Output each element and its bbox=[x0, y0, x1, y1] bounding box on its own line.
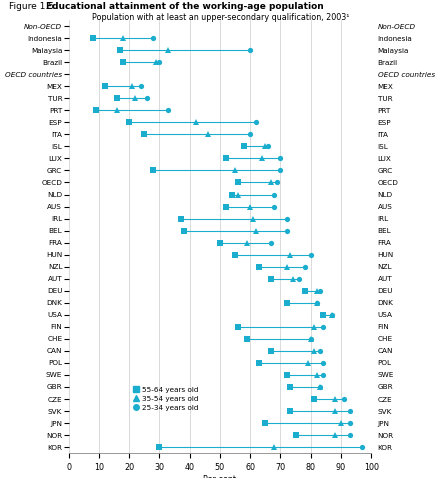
X-axis label: Per cent: Per cent bbox=[203, 475, 236, 478]
Text: Figure 1.5.: Figure 1.5. bbox=[9, 2, 60, 11]
Text: Population with at least an upper-secondary qualification, 2003¹: Population with at least an upper-second… bbox=[92, 13, 350, 22]
Legend: 55-64 years old, 35-54 years old, 25-34 years old: 55-64 years old, 35-54 years old, 25-34 … bbox=[133, 387, 198, 411]
Text: Educational attainment of the working-age population: Educational attainment of the working-ag… bbox=[46, 2, 324, 11]
